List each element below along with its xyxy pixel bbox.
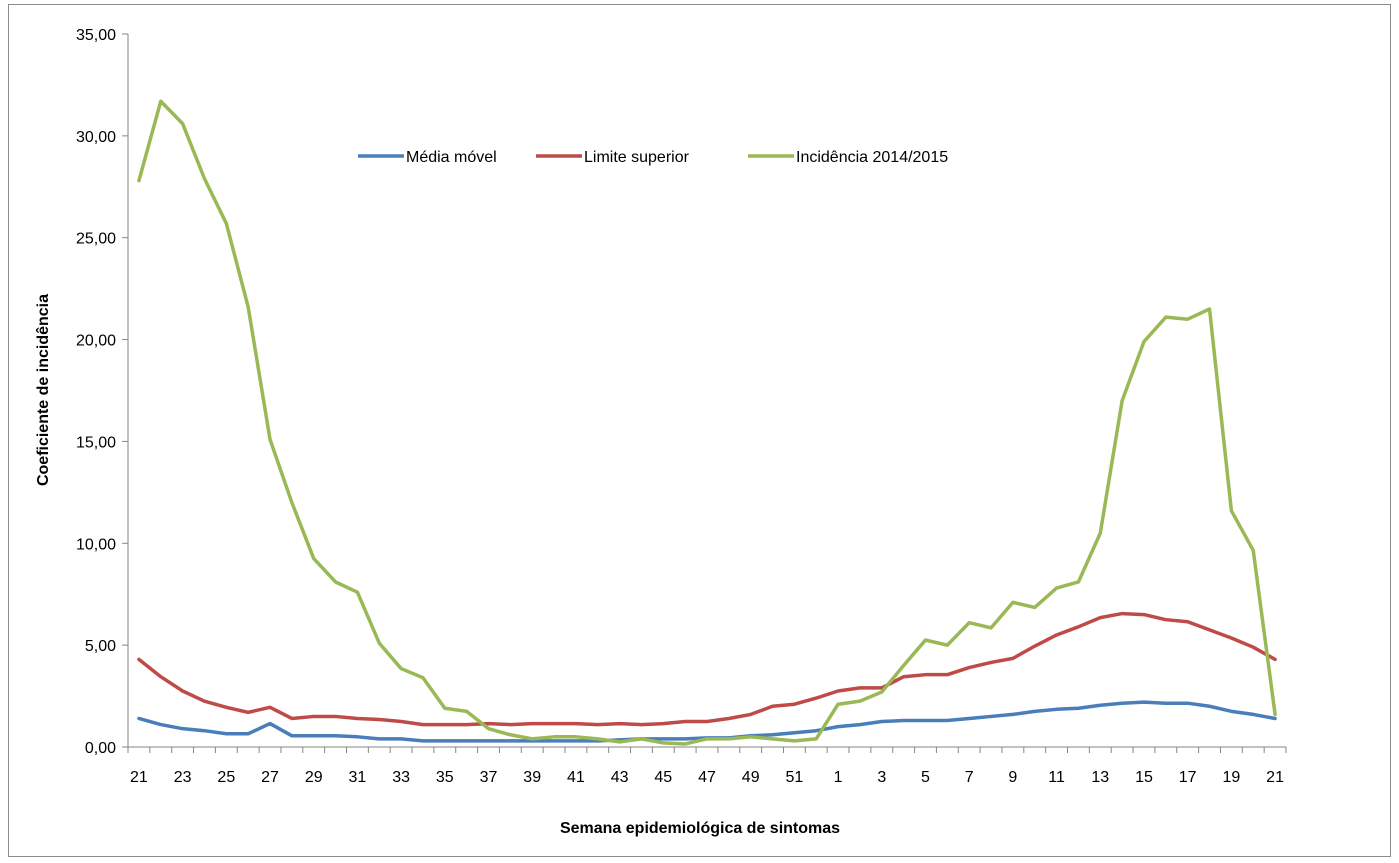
x-tick-label: 35 (436, 769, 454, 786)
series-line-2 (137, 611, 1277, 727)
x-tick-label: 31 (349, 769, 367, 786)
x-tick-label: 45 (654, 769, 672, 786)
x-tick-label: 9 (1008, 769, 1017, 786)
y-tick-label: 10,00 (76, 536, 116, 553)
x-tick-label: 19 (1222, 769, 1240, 786)
x-tick-label: 39 (523, 769, 541, 786)
y-tick-label: 30,00 (76, 129, 116, 146)
x-tick-label: 21 (1266, 769, 1284, 786)
x-axis-title: Semana epidemiológica de sintomas (560, 820, 840, 837)
y-tick-label: 5,00 (85, 638, 116, 655)
y-axis-title: Coeficiente de incidência (35, 294, 52, 486)
legend: Média móvel Limite superior Incidência 201… (358, 149, 948, 166)
y-tick-label: 35,00 (76, 27, 116, 44)
x-tick-label: 27 (261, 769, 279, 786)
x-tick-label: 11 (1048, 769, 1065, 786)
series-line-3 (137, 99, 1277, 746)
x-tick-label: 5 (921, 769, 930, 786)
x-tick-label: 47 (698, 769, 716, 786)
series-lines (137, 99, 1277, 746)
x-axis: 21 23 25 27 29 31 33 35 37 39 41 43 45 47 49 51 1 3 5 7 9 11 1… (127, 746, 1287, 786)
y-tick-label: 25,00 (76, 231, 116, 248)
x-tick-label: 21 (130, 769, 148, 786)
y-tick-label: 0,00 (85, 740, 116, 757)
x-tick-label: 51 (785, 769, 803, 786)
y-tick-label: 15,00 (76, 434, 116, 451)
legend-label: Incidência 2014/2015 (796, 149, 948, 166)
x-tick-label: 41 (567, 769, 585, 786)
legend-label: Média móvel (406, 149, 497, 166)
x-tick-label: 43 (611, 769, 629, 786)
x-tick-label: 33 (392, 769, 410, 786)
y-axis: 0,00 5,00 10,00 15,00 20,00 25,00 30,00 35,00 (76, 27, 129, 757)
x-tick-label: 23 (174, 769, 192, 786)
x-tick-label: 49 (742, 769, 760, 786)
x-tick-label: 17 (1179, 769, 1197, 786)
x-tick-label: 25 (217, 769, 235, 786)
x-tick-label: 7 (965, 769, 974, 786)
chart-frame (8, 4, 1391, 857)
x-tick-label: 29 (305, 769, 323, 786)
y-tick-label: 20,00 (76, 333, 116, 350)
x-tick-label: 15 (1135, 769, 1153, 786)
x-tick-label: 37 (480, 769, 498, 786)
legend-label: Limite superior (584, 149, 690, 166)
x-tick-label: 13 (1091, 769, 1109, 786)
x-tick-label: 3 (877, 769, 886, 786)
x-tick-label: 1 (834, 769, 843, 786)
